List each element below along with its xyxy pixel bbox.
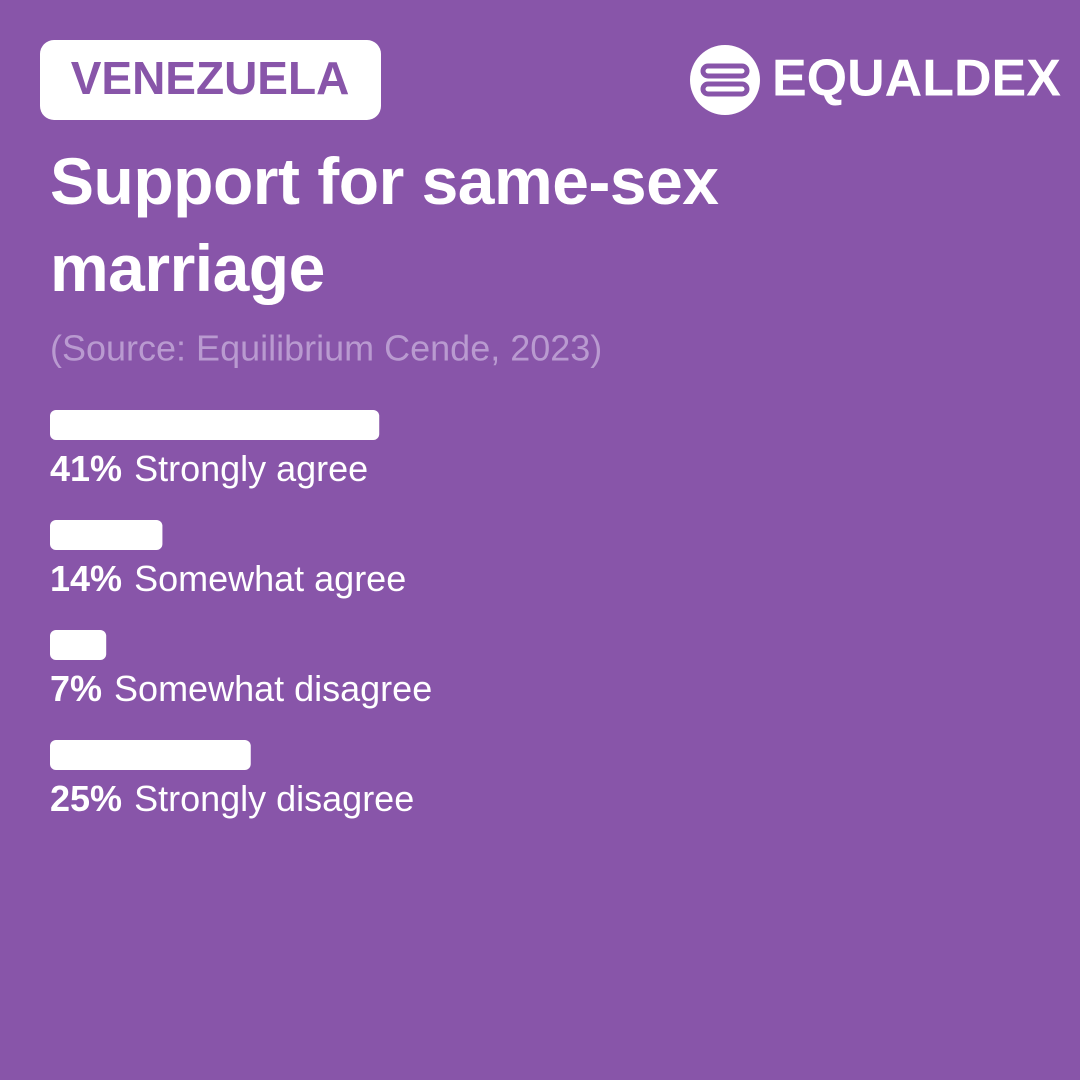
bar (50, 630, 107, 660)
value-label: 14% (50, 558, 122, 599)
bar (50, 740, 251, 770)
category-label: Strongly disagree (134, 778, 414, 819)
logo-icon (690, 45, 760, 115)
bar-label: 25% Strongly disagree (50, 778, 414, 819)
bar-label: 14% Somewhat agree (50, 558, 406, 599)
bar-label: 7% Somewhat disagree (50, 668, 432, 709)
brand: EQUALDEX (772, 50, 1061, 108)
bar (50, 520, 163, 550)
badge: VENEZUELA (71, 52, 350, 104)
subtitle: (Source: Equilibrium Cende, 2023) (50, 328, 602, 369)
category-label: Somewhat agree (134, 558, 406, 599)
bar-label: 41% Strongly agree (50, 448, 368, 489)
value-label: 25% (50, 778, 122, 819)
value-label: 7% (50, 668, 102, 709)
chart-title: Support for same-sex marriage (50, 144, 719, 305)
category-label: Somewhat disagree (114, 668, 432, 709)
badge-box (40, 40, 381, 120)
value-label: 41% (50, 448, 122, 489)
bar (50, 410, 380, 440)
category-label: Strongly agree (134, 448, 368, 489)
